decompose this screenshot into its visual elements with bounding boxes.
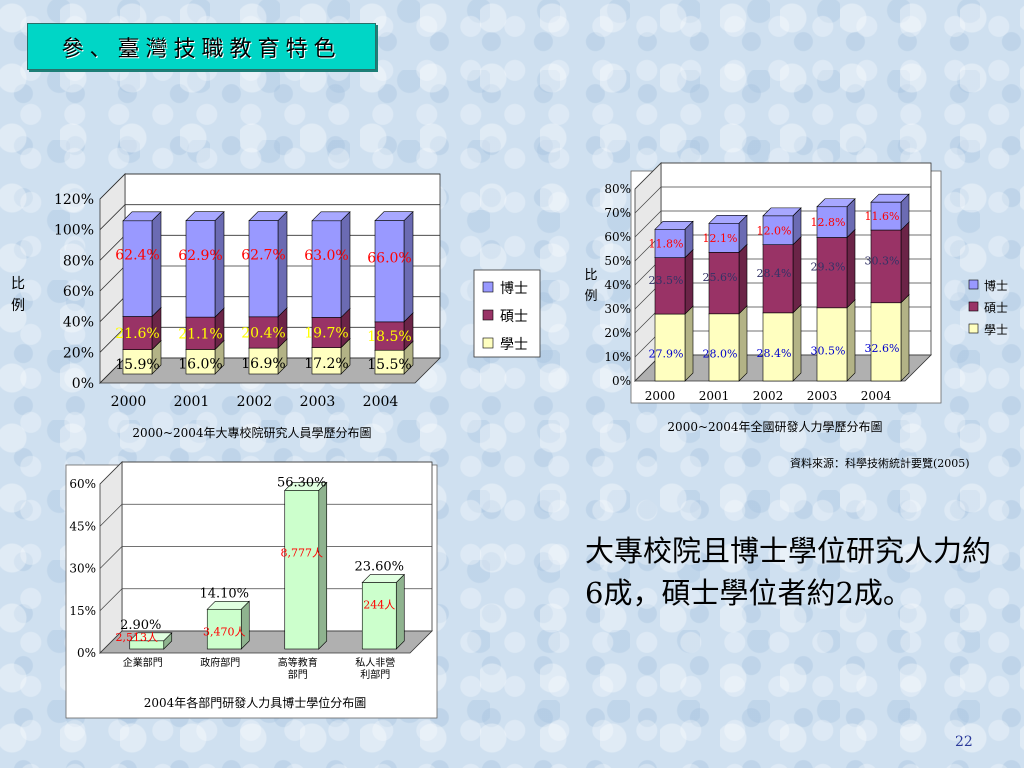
chart-title: 2000~2004年大專校院研究人員學歷分布圖: [132, 425, 371, 440]
y-tick-label: 0%: [72, 376, 94, 392]
data-label: 66.0%: [367, 250, 411, 266]
bar-博士-2004: [374, 210, 414, 323]
data-label: 62.7%: [241, 248, 285, 264]
main-statement: 大專校院且博士學位研究人力約6成，碩士學位者約2成。: [585, 534, 992, 610]
bar-博士-2001-side: [214, 210, 225, 318]
legend-swatch-碩士: [482, 309, 494, 321]
bar-博士-2000-side: [151, 211, 162, 318]
y-tick-label: 60%: [63, 284, 94, 300]
bar-博士-2002: [248, 210, 288, 318]
slide-title: 參、臺灣技職教育特色: [61, 36, 342, 62]
data-label: 16.0%: [178, 357, 222, 373]
bar-博士-2003-side: [340, 211, 351, 319]
bar-學士-2002-front: [248, 347, 279, 375]
slide-title-box: 參、臺灣技職教育特色: [27, 23, 376, 70]
y-tick-label: 20%: [63, 345, 94, 361]
data-label: 20.4%: [241, 325, 285, 341]
bar-博士-2004-side: [403, 210, 414, 323]
data-label: 15.9%: [115, 357, 159, 373]
gridline: [99, 204, 440, 230]
data-label: 63.0%: [304, 248, 348, 264]
bar-博士-2000: [122, 211, 162, 318]
bar-碩士-2002-front: [248, 316, 279, 349]
source-note: 資料來源：科學技術統計要覽(2005): [790, 457, 970, 470]
y-tick-label: 80%: [63, 253, 94, 269]
bar-博士-2004-front: [374, 220, 405, 323]
data-label: 62.4%: [115, 248, 159, 264]
y-tick-label: 40%: [63, 315, 94, 331]
data-label: 21.1%: [178, 326, 222, 342]
bar-博士-2002-side: [277, 210, 288, 318]
bar-學士-2000-front: [122, 349, 153, 375]
bar-博士-2001: [185, 210, 225, 318]
bar-學士-2001-front: [185, 349, 216, 375]
data-label: 19.7%: [304, 326, 348, 342]
bar-博士-2002-front: [248, 220, 279, 318]
bar-碩士-2004-front: [374, 321, 405, 351]
bar-博士-2003-front: [311, 220, 342, 318]
bar-學士-2003-front: [311, 347, 342, 375]
bar-博士-2001-front: [185, 220, 216, 318]
page-number: 22: [955, 734, 973, 750]
y-tick-label: 120%: [54, 192, 94, 208]
bar-博士-2003: [311, 211, 351, 319]
bar-博士-2000-front: [122, 220, 153, 317]
bar-碩士-2000-front: [122, 316, 153, 350]
data-label: 16.9%: [241, 356, 285, 372]
legend-swatch-博士: [482, 281, 494, 293]
data-label: 18.5%: [367, 329, 411, 345]
data-label: 15.5%: [367, 357, 411, 373]
data-label: 21.6%: [115, 326, 159, 342]
legend-swatch-學士: [482, 337, 494, 349]
data-label: 17.2%: [304, 356, 348, 372]
legend-label-碩士: 碩士: [500, 309, 528, 325]
x-tick-label: 2000: [111, 394, 147, 410]
y-tick-label: 100%: [54, 223, 94, 239]
x-tick-label: 2002: [237, 394, 273, 410]
legend-label-學士: 學士: [500, 337, 528, 353]
x-tick-label: 2004: [363, 394, 399, 410]
x-tick-label: 2003: [300, 394, 336, 410]
gridline: [99, 173, 440, 200]
legend-label-博士: 博士: [500, 280, 528, 297]
x-tick-label: 2001: [174, 394, 210, 410]
data-label: 62.9%: [178, 248, 222, 264]
y-axis-label-2: 例: [11, 298, 25, 314]
y-axis-label-1: 比: [11, 276, 25, 292]
